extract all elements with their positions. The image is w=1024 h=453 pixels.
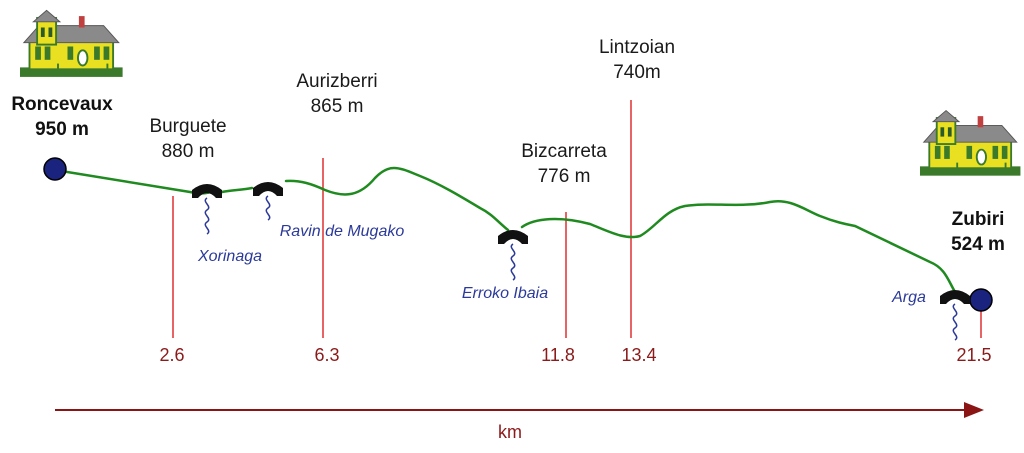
km-tick-label: 21.5 [956, 345, 991, 365]
end-name: Zubiri [952, 209, 1005, 230]
waypoint-elevation: 740m [613, 62, 661, 83]
river-label: Erroko Ibaia [462, 285, 548, 302]
bridge-icon [940, 290, 970, 304]
start-elevation: 950 m [35, 119, 89, 140]
waypoint-elevation: 776 m [538, 166, 591, 187]
waypoint-name: Bizcarreta [521, 141, 607, 162]
km-tick-label: 11.8 [541, 345, 575, 365]
waypoint-elevation: 880 m [162, 141, 215, 162]
elevation-profile-line [53, 166, 957, 294]
waypoint-name: Burguete [149, 116, 226, 137]
km-tick-label: 6.3 [314, 345, 339, 365]
axis-label: km [498, 422, 522, 442]
end-elevation: 524 m [951, 234, 1005, 255]
start-name: Roncevaux [11, 94, 113, 115]
house-icon [919, 109, 1022, 177]
river-label: Xorinaga [197, 248, 262, 265]
km-tick-label: 2.6 [159, 345, 184, 365]
km-tick-label: 13.4 [621, 345, 656, 365]
endpoint-dot-icon [43, 157, 67, 181]
bridge-icon [253, 182, 283, 196]
waypoint-name: Lintzoian [599, 37, 675, 58]
river-squiggle-icon [204, 197, 210, 235]
waypoint-name: Aurizberri [296, 71, 377, 92]
endpoint-dot-icon [969, 288, 993, 312]
river-squiggle-icon [265, 195, 271, 221]
waypoint-elevation: 865 m [311, 96, 364, 117]
river-squiggle-icon [510, 243, 516, 281]
river-label: Arga [891, 289, 926, 306]
house-icon [19, 9, 124, 78]
km-marker-lines [172, 100, 982, 338]
km-axis-arrow [55, 402, 984, 418]
bridge-icon [192, 184, 222, 198]
river-squiggle-icon [952, 303, 958, 341]
river-label: Ravin de Mugako [280, 223, 405, 240]
bridge-icon [498, 230, 528, 244]
